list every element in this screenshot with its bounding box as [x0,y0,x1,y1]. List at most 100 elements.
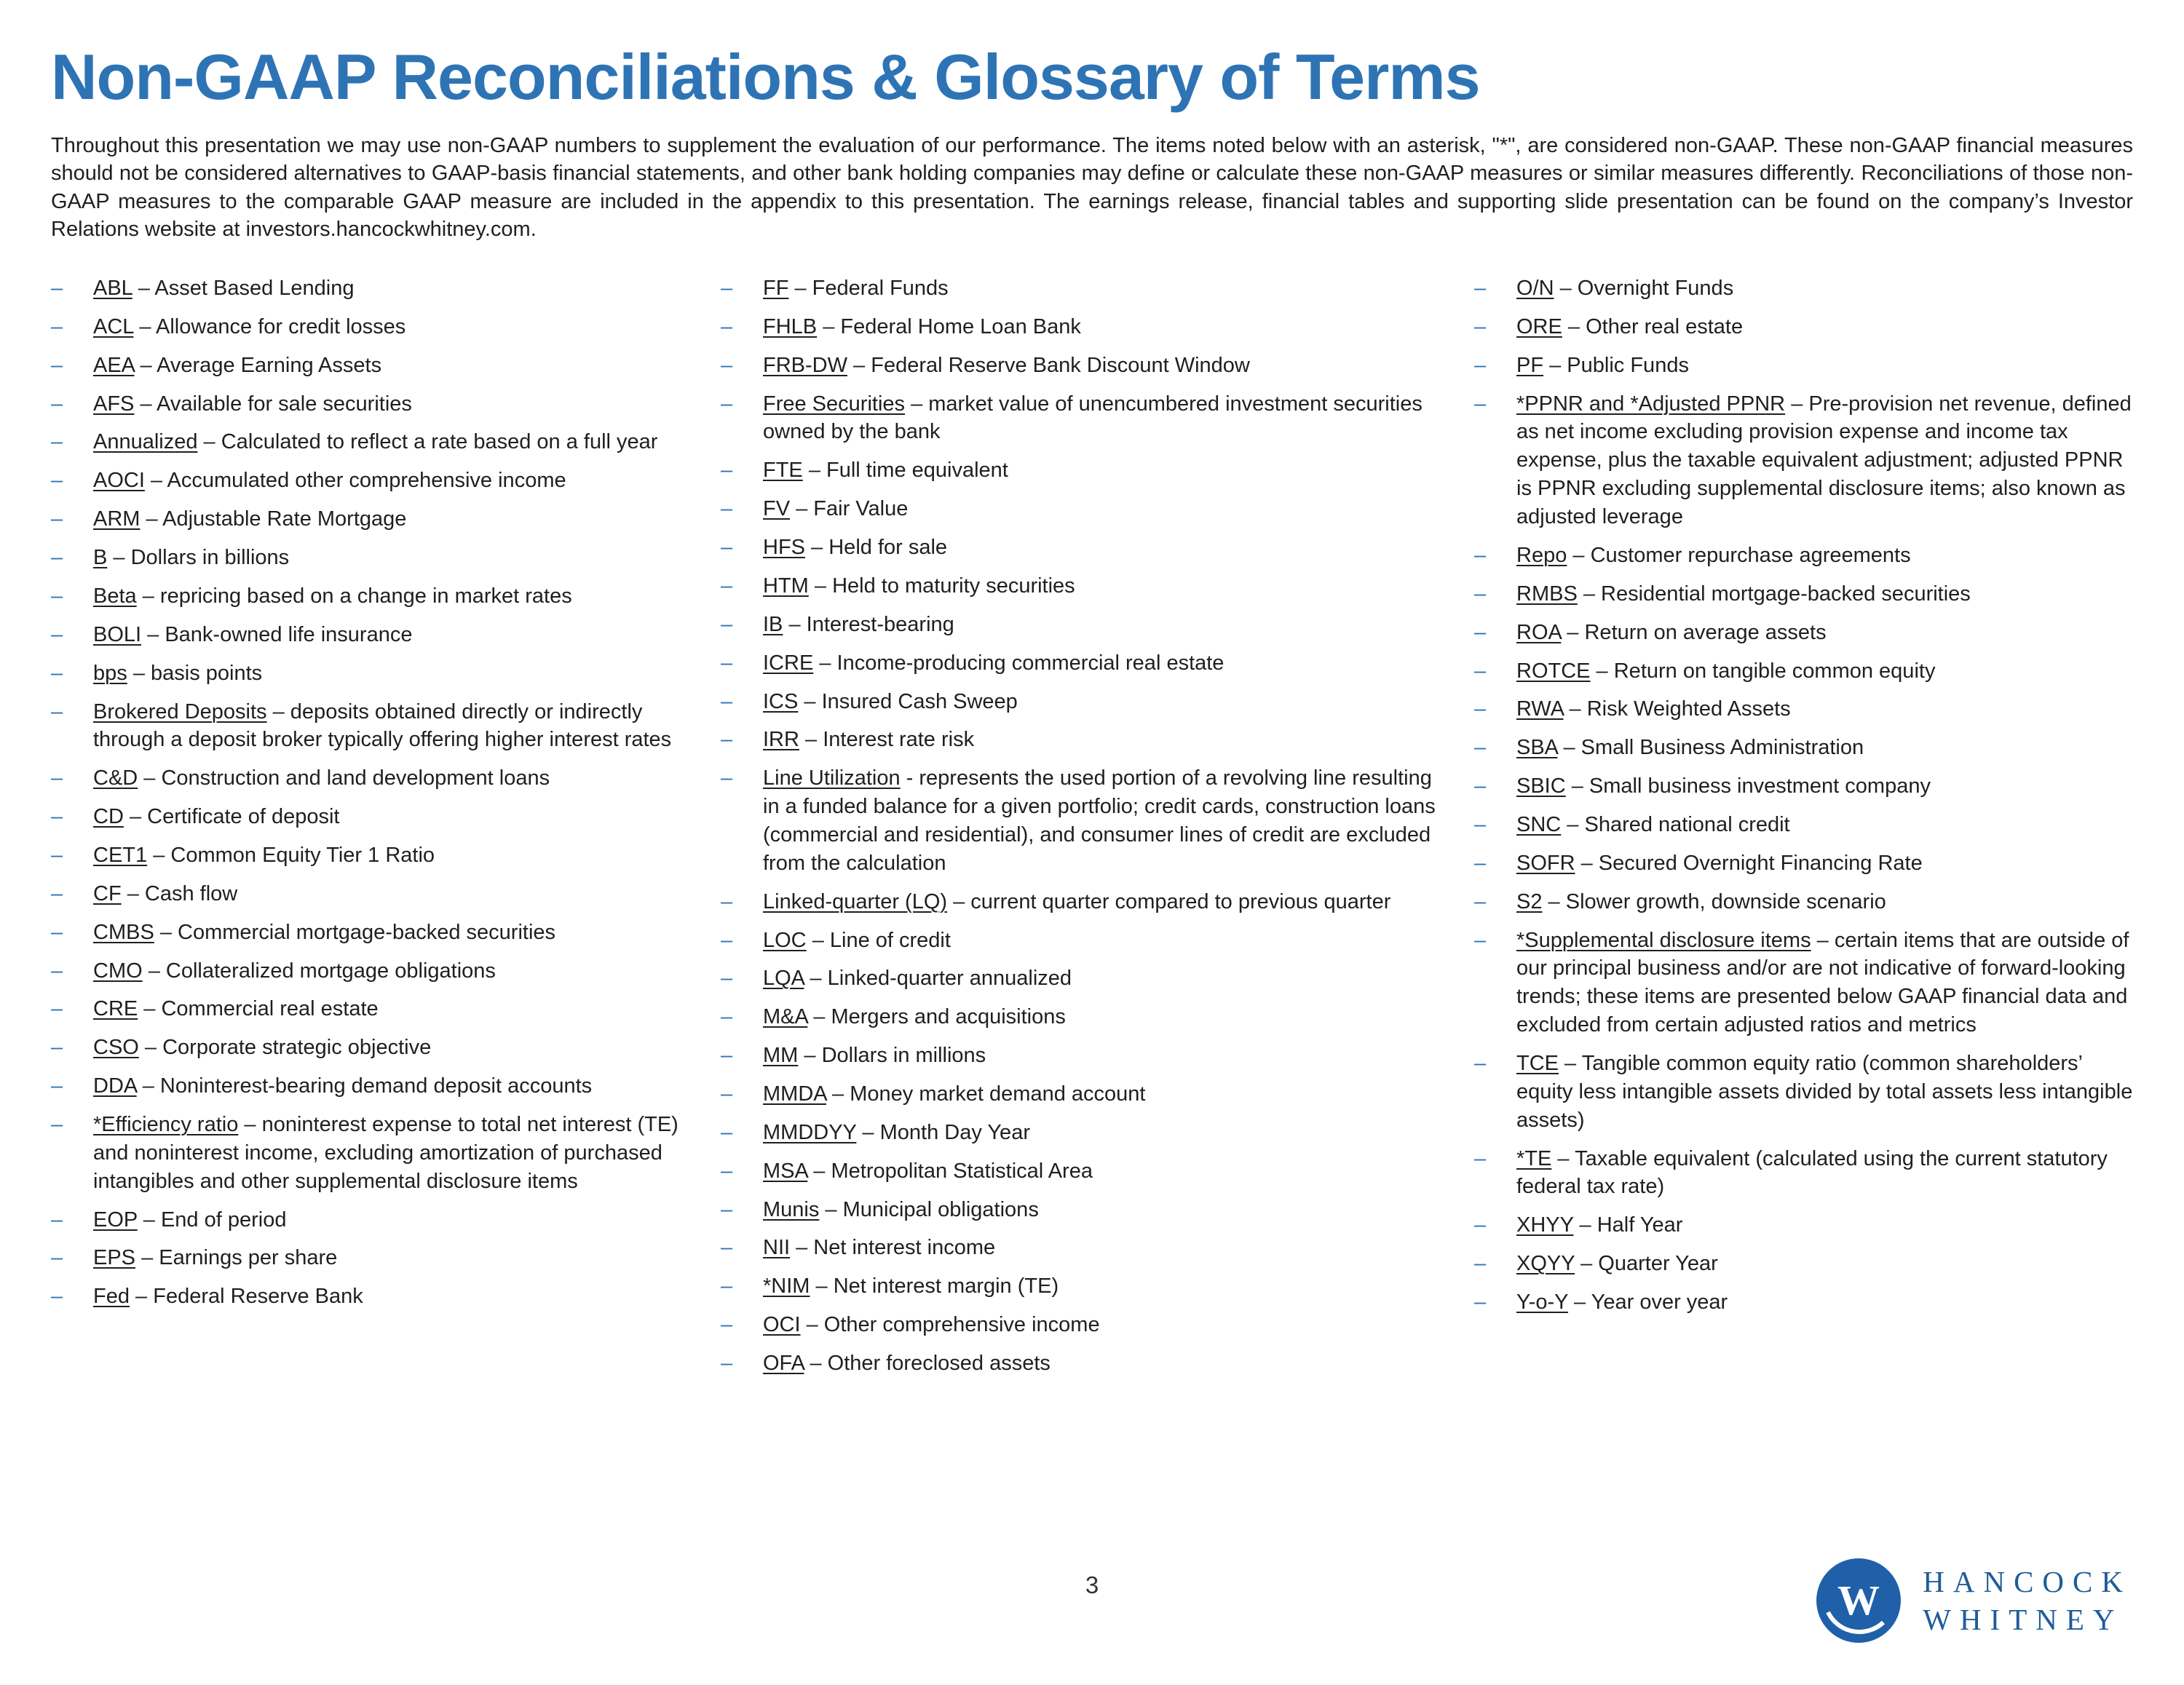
glossary-term: EPS [93,1246,136,1270]
glossary-term: AEA [93,353,135,377]
glossary-term: AOCI [93,469,145,493]
glossary-term: Y-o-Y [1516,1290,1568,1314]
glossary-item: – XQYY – Quarter Year [1474,1250,2133,1278]
glossary-item: – OFA – Other foreclosed assets [721,1349,1449,1378]
dash-bullet: – [51,1074,63,1098]
glossary-definition: – Accumulated other comprehensive income [144,469,566,493]
glossary-entry-text: O/N – Overnight Funds [1516,274,2133,303]
glossary-definition: – Full time equivalent [802,459,1008,483]
glossary-term: Fed [93,1285,130,1309]
dash-bullet: – [721,651,733,675]
glossary-term: RMBS [1516,582,1578,606]
glossary-entry-text: MMDA – Money market demand account [763,1080,1449,1109]
glossary-item: – MM – Dollars in millions [721,1042,1449,1070]
glossary-item: – M&A – Mergers and acquisitions [721,1003,1449,1031]
dash-bullet: – [721,1082,733,1106]
glossary-entry-text: CMBS – Commercial mortgage-backed securi… [93,919,695,947]
dash-bullet: – [721,967,733,991]
glossary-entry-text: C&D – Construction and land development … [93,764,695,793]
glossary-term: C&D [93,766,138,790]
glossary-entry-text: SNC – Shared national credit [1516,811,2133,839]
glossary-entry-text: RMBS – Residential mortgage-backed secur… [1516,580,2133,608]
glossary-entry-text: ORE – Other real estate [1516,313,2133,341]
glossary-term: M&A [763,1005,808,1029]
glossary-definition: – Other foreclosed assets [804,1351,1051,1375]
dash-bullet: – [721,1313,733,1337]
glossary-definition: – Fair Value [790,497,909,521]
glossary-item: – Fed – Federal Reserve Bank [51,1282,695,1311]
glossary-item: – EPS – Earnings per share [51,1244,695,1272]
glossary-entry-text: Free Securities – market value of unencu… [763,390,1449,447]
dash-bullet: – [1474,543,1487,567]
glossary-definition: – Held for sale [805,536,948,560]
glossary-item: – *PPNR and *Adjusted PPNR – Pre-provisio… [1474,390,2133,531]
dash-bullet: – [1474,392,1487,416]
glossary-entry-text: IB – Interest-bearing [763,611,1449,639]
dash-bullet: – [1474,697,1487,721]
dash-bullet: – [1474,774,1487,798]
glossary-item: – FTE – Full time equivalent [721,456,1449,485]
glossary-term: ORE [1516,314,1562,338]
dash-bullet: – [51,1036,63,1060]
glossary-entry-text: Brokered Deposits – deposits obtained di… [93,698,695,755]
glossary-definition: – Available for sale securities [134,392,412,416]
glossary-item: – RMBS – Residential mortgage-backed secu… [1474,580,2133,608]
glossary-entry-text: *Efficiency ratio – noninterest expense … [93,1111,695,1196]
glossary-item: – SBIC – Small business investment compan… [1474,772,2133,801]
glossary-definition: – Secured Overnight Financing Rate [1575,851,1923,875]
glossary-definition: – Commercial mortgage-backed securities [154,920,556,944]
glossary-entry-text: CMO – Collateralized mortgage obligation… [93,957,695,986]
glossary-entry-text: TCE – Tangible common equity ratio (comm… [1516,1050,2133,1135]
glossary-item: – ICS – Insured Cash Sweep [721,688,1449,716]
glossary-term: B [93,546,108,570]
glossary-item: – HFS – Held for sale [721,534,1449,562]
glossary-definition: – Corporate strategic objective [138,1036,432,1060]
glossary-item: – O/N – Overnight Funds [1474,274,2133,303]
glossary-term: CD [93,805,124,829]
dash-bullet: – [1474,277,1487,301]
dash-bullet: – [51,661,63,685]
dash-bullet: – [51,766,63,790]
glossary-item: – FRB-DW – Federal Reserve Bank Discount … [721,352,1449,380]
glossary-entry-text: Linked-quarter (LQ) – current quarter co… [763,888,1449,916]
glossary-item: – ROTCE – Return on tangible common equit… [1474,657,2133,686]
glossary-entry-text: MMDDYY – Month Day Year [763,1119,1449,1147]
glossary-definition: – End of period [137,1208,287,1232]
glossary-entry-text: Repo – Customer repurchase agreements [1516,542,2133,570]
glossary-entry-text: Beta – repricing based on a change in ma… [93,582,695,611]
glossary-entry-text: MM – Dollars in millions [763,1042,1449,1070]
glossary-definition: – Other comprehensive income [800,1313,1100,1337]
glossary-definition: – Residential mortgage-backed securities [1577,582,1971,606]
glossary-term: Brokered Deposits [93,699,267,723]
glossary-term: Annualized [93,430,198,454]
dash-bullet: – [51,805,63,829]
glossary-definition: – Bank-owned life insurance [141,622,413,646]
dash-bullet: – [1474,889,1487,913]
glossary-item: – CF – Cash flow [51,880,695,908]
glossary-definition: – deposits obtained directly or indirect… [93,699,672,752]
dash-bullet: – [721,1197,733,1221]
glossary-entry-text: Y-o-Y – Year over year [1516,1288,2133,1317]
glossary-entry-text: EOP – End of period [93,1206,695,1234]
glossary-definition: – Shared national credit [1561,812,1790,836]
dash-bullet: – [1474,928,1487,952]
dash-bullet: – [1474,582,1487,606]
glossary-entry-text: LQA – Linked-quarter annualized [763,964,1449,993]
glossary-definition: – Calculated to reflect a rate based on … [197,430,658,454]
glossary-definition: - represents the used portion of a revol… [763,766,1436,875]
logo-wordmark: HANCOCK WHITNEY [1923,1563,2132,1639]
glossary-entry-text: *NIM – Net interest margin (TE) [763,1272,1449,1301]
glossary-definition: – basis points [127,661,263,685]
dash-bullet: – [721,392,733,416]
logo-wordmark-line2: WHITNEY [1923,1603,2124,1636]
glossary-term: OCI [763,1313,801,1337]
dash-bullet: – [721,574,733,598]
glossary-definition: – Income-producing commercial real estat… [813,651,1224,675]
glossary-definition: – Slower growth, downside scenario [1542,889,1886,913]
glossary-item: – Annualized – Calculated to reflect a ra… [51,428,695,456]
glossary-term: ROTCE [1516,659,1591,683]
dash-bullet: – [51,507,63,531]
dash-bullet: – [51,392,63,416]
glossary-entry-text: AEA – Average Earning Assets [93,352,695,380]
glossary-entry-text: CSO – Corporate strategic objective [93,1034,695,1062]
